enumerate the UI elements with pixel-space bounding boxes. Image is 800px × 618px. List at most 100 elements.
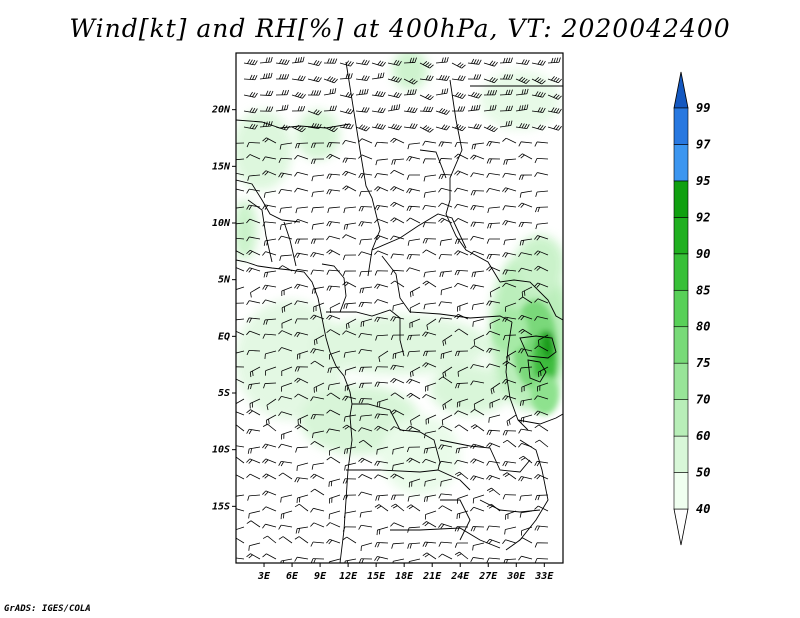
wind-barb xyxy=(295,446,309,453)
wind-barb xyxy=(310,142,325,148)
wind-barb xyxy=(236,474,245,480)
wind-barb xyxy=(342,536,357,544)
wind-barb xyxy=(358,301,373,308)
wind-barb xyxy=(518,153,533,160)
wind-barb xyxy=(504,526,517,535)
wind-barb xyxy=(472,542,485,551)
wind-barb xyxy=(310,238,325,244)
wind-barb xyxy=(294,424,309,432)
wind-barb xyxy=(278,524,293,530)
wind-barb xyxy=(246,350,261,356)
wind-barb xyxy=(328,350,341,360)
wind-barb xyxy=(291,75,306,82)
wind-barb xyxy=(236,222,245,225)
wind-barb xyxy=(310,522,325,528)
wind-barb xyxy=(422,541,437,547)
wind-barb xyxy=(419,106,434,113)
wind-barb xyxy=(435,57,449,64)
wind-barb xyxy=(438,141,453,147)
wind-barb xyxy=(438,217,453,224)
wind-barb xyxy=(470,235,485,241)
wind-barb xyxy=(505,510,517,520)
wind-barb xyxy=(236,237,245,240)
wind-barb xyxy=(439,238,453,246)
wind-barb xyxy=(435,124,450,131)
wind-barb xyxy=(342,330,357,336)
rh-area-northwest xyxy=(236,110,292,190)
wind-barb xyxy=(387,59,402,66)
wind-barb xyxy=(409,302,421,313)
wind-barb xyxy=(296,350,309,360)
wind-barb xyxy=(280,510,293,520)
wind-barb xyxy=(278,189,293,194)
wind-barb xyxy=(423,190,437,198)
wind-barb xyxy=(503,558,517,563)
wind-barb xyxy=(451,124,466,132)
wind-barb xyxy=(422,238,437,244)
wind-barb xyxy=(262,221,277,227)
wind-barb xyxy=(279,142,293,150)
wind-barb xyxy=(534,424,549,432)
wind-barb xyxy=(499,105,513,112)
wind-barb xyxy=(438,425,453,432)
wind-barb xyxy=(531,107,546,113)
wind-barb xyxy=(311,174,325,182)
wind-barb xyxy=(343,222,357,230)
wind-barb xyxy=(360,542,373,552)
colorbar-segment xyxy=(673,253,689,291)
wind-barb xyxy=(310,507,325,513)
wind-barb xyxy=(278,443,293,449)
wind-barb xyxy=(506,414,517,427)
wind-barb xyxy=(262,523,277,529)
wind-barb xyxy=(503,334,517,341)
wind-barb xyxy=(392,446,405,455)
wind-barb xyxy=(470,221,485,227)
rh-area-central xyxy=(310,315,490,375)
wind-barb xyxy=(486,158,501,164)
wind-barb xyxy=(263,190,277,198)
wind-barb xyxy=(486,172,501,178)
wind-barb xyxy=(294,377,309,384)
wind-barb xyxy=(236,537,245,544)
wind-barb xyxy=(323,58,338,64)
wind-barb xyxy=(391,542,405,549)
wind-barb xyxy=(307,122,322,129)
wind-barb xyxy=(236,445,245,448)
wind-barb xyxy=(422,140,437,146)
wind-barb xyxy=(359,190,373,197)
wind-barb xyxy=(406,156,421,162)
wind-barb xyxy=(406,174,421,180)
wind-barb xyxy=(326,142,341,148)
wind-barb xyxy=(375,158,389,166)
wind-barb xyxy=(326,538,341,545)
wind-barb xyxy=(278,536,293,544)
wind-barb xyxy=(246,218,261,224)
border-drc-east xyxy=(505,321,529,431)
wind-barb xyxy=(326,456,341,464)
wind-barb xyxy=(408,558,421,563)
wind-barb xyxy=(519,190,533,198)
wind-barb xyxy=(323,76,338,84)
wind-barb xyxy=(326,329,341,336)
wind-barb xyxy=(329,302,341,313)
wind-barb xyxy=(518,455,533,464)
wind-barb xyxy=(295,206,309,214)
wind-barb xyxy=(471,142,485,150)
wind-barb xyxy=(486,253,501,260)
wind-barb xyxy=(406,267,421,272)
wind-barb xyxy=(307,109,322,116)
rh-area-west-coast xyxy=(236,200,257,260)
wind-barb xyxy=(435,88,449,96)
wind-barb xyxy=(313,382,325,393)
wind-barb xyxy=(243,123,258,130)
wind-barb xyxy=(259,90,274,96)
wind-barb xyxy=(454,424,469,432)
wind-barb xyxy=(518,476,533,482)
wind-barb xyxy=(311,190,325,198)
wind-barb xyxy=(343,510,357,519)
wind-barb xyxy=(236,302,245,304)
wind-barb xyxy=(403,78,418,85)
wind-barb xyxy=(438,493,453,499)
wind-barb xyxy=(489,286,501,298)
wind-barb xyxy=(359,238,373,245)
